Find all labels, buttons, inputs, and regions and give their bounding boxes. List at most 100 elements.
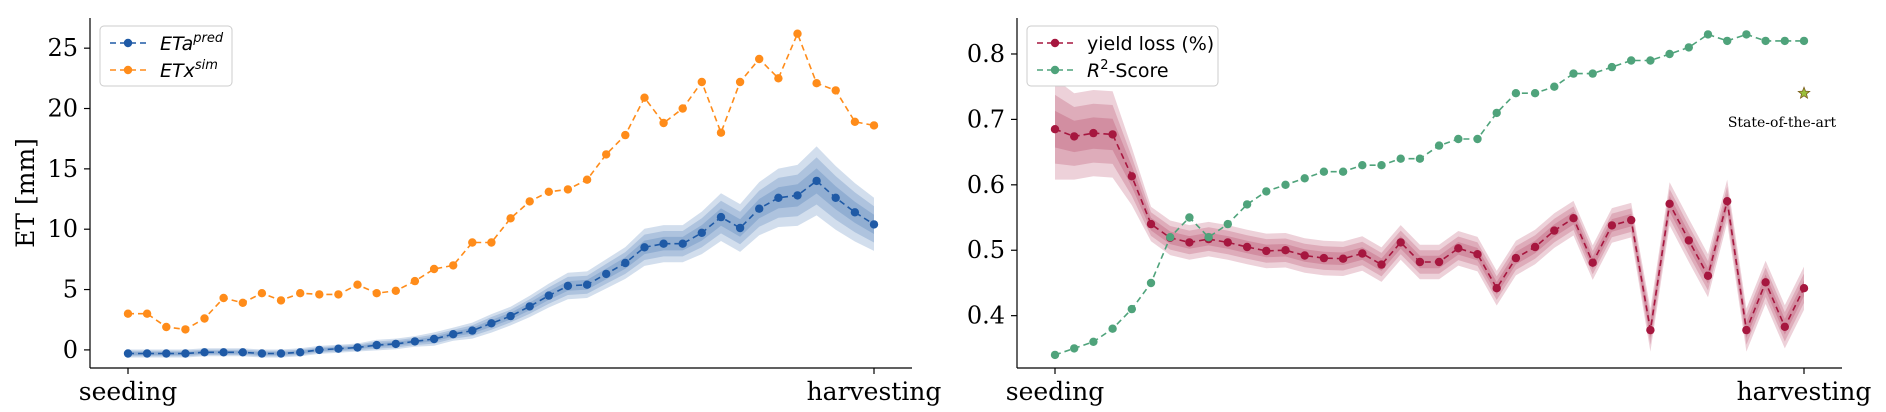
y-tick-label: 0 <box>63 336 78 364</box>
x-tick-label: harvesting <box>1737 377 1872 406</box>
data-point <box>697 77 706 87</box>
data-point <box>1607 221 1617 230</box>
x-tick-label: harvesting <box>807 377 942 406</box>
y-tick-label: 25 <box>47 34 78 62</box>
data-point <box>1281 180 1290 189</box>
data-point <box>449 261 458 270</box>
y-tick-label: 0.7 <box>967 105 1005 133</box>
data-point <box>869 220 879 229</box>
data-point <box>238 298 247 307</box>
data-point <box>1089 128 1098 138</box>
legend-frame <box>99 25 233 87</box>
data-point <box>678 239 687 248</box>
legend-label: R2-Score <box>1087 58 1169 82</box>
data-point <box>1281 246 1290 255</box>
legend-marker <box>1050 38 1060 48</box>
y-tick-label: 0.4 <box>967 302 1005 330</box>
y-tick-label: 0.8 <box>967 40 1005 68</box>
series-line <box>1054 33 1804 356</box>
series-1 <box>123 29 879 334</box>
data-point <box>219 293 228 303</box>
data-point <box>1242 242 1252 252</box>
data-point <box>793 29 802 38</box>
data-point <box>123 309 133 318</box>
data-point <box>276 296 286 305</box>
legend-label-sup: 2 <box>1100 58 1108 73</box>
series-line <box>128 179 875 355</box>
data-point <box>1300 251 1309 260</box>
data-point <box>774 74 783 83</box>
data-point <box>1377 260 1386 269</box>
data-point <box>1646 325 1655 335</box>
data-point <box>1530 89 1540 98</box>
data-point <box>755 204 764 213</box>
legend-label: ETapred <box>160 31 224 55</box>
data-point <box>1166 233 1175 242</box>
data-point <box>544 187 553 196</box>
data-point <box>353 343 362 352</box>
data-point <box>372 340 381 350</box>
legend-label: ETxsim <box>160 58 218 82</box>
data-point <box>640 243 649 252</box>
series-line <box>1054 128 1805 334</box>
series-0 <box>1050 78 1809 352</box>
series-line <box>128 31 875 331</box>
data-point <box>812 79 821 88</box>
data-point <box>1262 187 1271 196</box>
data-point <box>1454 134 1463 144</box>
data-point <box>1204 233 1213 242</box>
annotation-label: State-of-the-art <box>1728 115 1837 131</box>
data-point <box>372 289 381 298</box>
data-point <box>391 286 400 295</box>
data-point <box>238 348 247 357</box>
confidence-band <box>128 157 874 357</box>
data-point <box>1723 36 1732 46</box>
y-tick-label: 10 <box>47 215 78 243</box>
data-point <box>1127 172 1137 181</box>
data-point <box>487 319 496 328</box>
x-tick-label: seeding <box>1006 377 1105 406</box>
data-point <box>1473 134 1482 144</box>
y-tick-label: 0.5 <box>967 236 1005 264</box>
data-point <box>296 348 305 357</box>
data-point <box>200 348 209 357</box>
data-point <box>1185 238 1194 247</box>
data-point <box>640 93 649 102</box>
data-point <box>334 344 343 353</box>
data-point <box>1473 250 1482 259</box>
data-point <box>1146 219 1156 229</box>
data-point <box>525 197 534 206</box>
data-point <box>869 121 879 130</box>
data-point <box>1396 154 1405 163</box>
data-point <box>678 104 687 113</box>
data-point <box>1569 214 1578 223</box>
legend-label-sup: pred <box>192 31 224 46</box>
data-point <box>123 349 133 358</box>
legend-label-base: ETa <box>160 33 193 55</box>
confidence-band <box>1055 78 1804 352</box>
data-point <box>1108 324 1117 333</box>
data-point <box>487 238 496 247</box>
data-point <box>716 212 726 222</box>
star-marker <box>1797 86 1811 99</box>
series-0 <box>123 146 879 358</box>
data-point <box>831 193 840 202</box>
data-point <box>353 280 362 289</box>
legend-marker <box>123 65 133 75</box>
data-point <box>582 280 592 289</box>
legend-label-base: R <box>1087 60 1100 82</box>
data-point <box>142 349 152 358</box>
data-point <box>755 54 764 64</box>
data-point <box>1511 253 1521 263</box>
data-point <box>1550 82 1559 91</box>
data-point <box>1415 257 1425 267</box>
data-point <box>1434 141 1444 150</box>
data-point <box>659 239 668 248</box>
data-point <box>162 349 171 358</box>
data-point <box>1627 56 1636 65</box>
data-point <box>1127 304 1137 314</box>
data-point <box>1454 244 1463 253</box>
data-point <box>1742 325 1751 335</box>
data-point <box>1799 284 1809 293</box>
data-point <box>468 238 477 247</box>
